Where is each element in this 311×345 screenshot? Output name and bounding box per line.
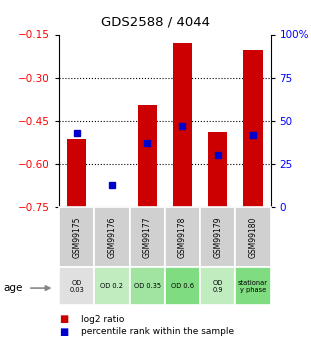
Bar	[200, 267, 235, 305]
Text: log2 ratio: log2 ratio	[81, 315, 124, 324]
Text: GSM99175: GSM99175	[72, 216, 81, 258]
Text: GSM99176: GSM99176	[108, 216, 116, 258]
Bar	[208, 132, 227, 208]
Bar	[235, 207, 271, 267]
Bar	[137, 105, 157, 208]
Text: age: age	[3, 283, 22, 293]
Bar	[94, 267, 130, 305]
Text: ■: ■	[59, 314, 68, 324]
Text: percentile rank within the sample: percentile rank within the sample	[81, 327, 234, 336]
Bar	[165, 267, 200, 305]
Text: GSM99177: GSM99177	[143, 216, 152, 258]
Bar	[243, 50, 262, 208]
Text: OD 0.2: OD 0.2	[100, 283, 123, 289]
Bar	[130, 267, 165, 305]
Text: GSM99178: GSM99178	[178, 217, 187, 258]
Text: OD 0.35: OD 0.35	[134, 283, 161, 289]
Text: stationar
y phase: stationar y phase	[238, 280, 268, 293]
Bar	[200, 207, 235, 267]
Bar	[59, 267, 94, 305]
Text: GSM99180: GSM99180	[248, 217, 258, 258]
Text: GDS2588 / 4044: GDS2588 / 4044	[101, 16, 210, 29]
Text: OD
0.9: OD 0.9	[212, 280, 223, 293]
Bar	[59, 207, 94, 267]
Bar	[94, 207, 130, 267]
Text: GSM99179: GSM99179	[213, 216, 222, 258]
Bar	[235, 267, 271, 305]
Text: OD
0.03: OD 0.03	[69, 280, 84, 293]
Bar	[173, 43, 192, 208]
Text: ■: ■	[59, 327, 68, 337]
Bar	[67, 139, 86, 208]
Bar	[165, 207, 200, 267]
Text: OD 0.6: OD 0.6	[171, 283, 194, 289]
Bar	[130, 207, 165, 267]
